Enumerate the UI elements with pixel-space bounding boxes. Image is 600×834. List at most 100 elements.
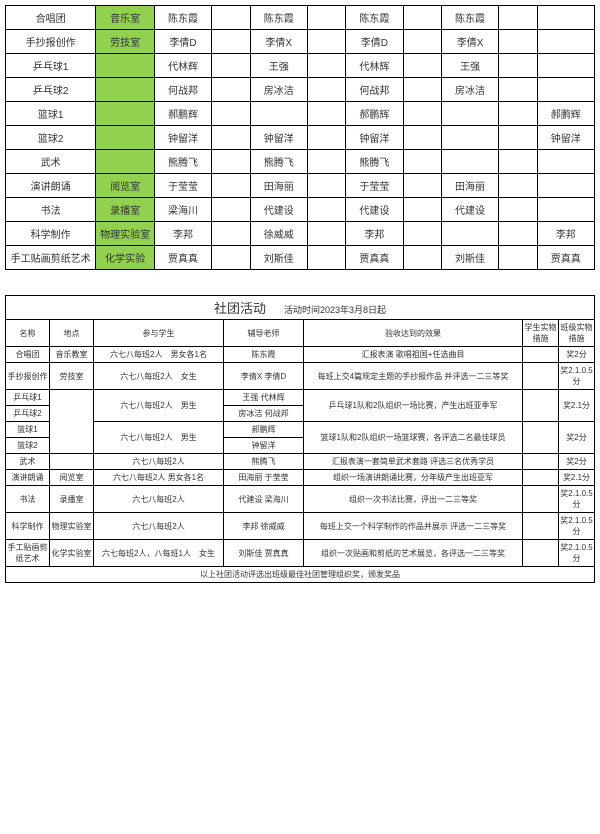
teacher-cell: 于莹莹	[346, 174, 403, 198]
activity-effect: 组织一次书法比赛，评出一二三等奖	[304, 486, 523, 513]
teacher-cell: 熊腾飞	[346, 150, 403, 174]
schedule-table: 合唱团音乐室陈东霞陈东霞陈东霞陈东霞手抄报创作劳技室李倩D李倩X李倩D李倩X乒乓…	[5, 5, 595, 270]
activity-name: 书法	[6, 198, 96, 222]
table-row: 手抄报创作劳技室六七八每班2人 女生李倩X 李倩D每班上交4篇规定主题的手抄报作…	[6, 363, 595, 390]
activity-effect: 乒乓球1队和2队组织一场比赛，产生出班亚季军	[304, 390, 523, 422]
activity-name: 篮球2	[6, 126, 96, 150]
cell	[307, 150, 345, 174]
activity-teachers: 李邦 徐威威	[224, 513, 304, 540]
teacher-cell	[441, 150, 498, 174]
cell	[307, 54, 345, 78]
teacher-cell: 梁海川	[154, 198, 211, 222]
cell	[212, 222, 250, 246]
activity-title: 社团活动	[214, 301, 266, 316]
cell	[403, 30, 441, 54]
header-students: 参与学生	[94, 320, 224, 347]
activity-name: 武术	[6, 150, 96, 174]
teacher-cell: 陈东霞	[441, 6, 498, 30]
cell	[499, 198, 537, 222]
activity-sm	[523, 470, 559, 486]
activity-name: 篮球1	[6, 102, 96, 126]
teacher-cell: 郝鹏辉	[154, 102, 211, 126]
header-class-measure: 班级实物措施	[559, 320, 595, 347]
teacher-cell: 代林辉	[346, 54, 403, 78]
activity-name: 乒乓球1	[6, 390, 50, 406]
teacher-cell: 代建设	[346, 198, 403, 222]
cell	[307, 78, 345, 102]
activity-students: 六七八每班2人 女生	[94, 363, 224, 390]
activity-sm	[523, 513, 559, 540]
activity-teachers: 陈东霞	[224, 347, 304, 363]
activity-effect: 组织一次贴画和剪纸的艺术展览，各评选一二三等奖	[304, 540, 523, 567]
cell	[212, 150, 250, 174]
activity-subtitle: 活动时间2023年3月8日起	[284, 305, 386, 315]
teacher-cell: 李邦	[154, 222, 211, 246]
activity-teachers: 郝鹏辉	[224, 422, 304, 438]
teacher-cell	[537, 78, 594, 102]
activity-students: 六七八每班2人 男生	[94, 422, 224, 454]
activity-cm: 奖2.1.0.5分	[559, 540, 595, 567]
table-row: 手工贴画剪纸艺术化学实验室六七每班2人，八每班1人 女生刘斯佳 贾真真组织一次贴…	[6, 540, 595, 567]
header-name: 名称	[6, 320, 50, 347]
activity-name: 乒乓球2	[6, 78, 96, 102]
teacher-cell: 何战邦	[346, 78, 403, 102]
activity-place: 阅览室	[50, 470, 94, 486]
header-row: 名称 地点 参与学生 辅导老师 验收达到的效果 学生实物措施 班级实物措施	[6, 320, 595, 347]
teacher-cell: 徐威威	[250, 222, 307, 246]
teacher-cell	[537, 150, 594, 174]
teacher-cell: 田海丽	[250, 174, 307, 198]
cell	[403, 246, 441, 270]
teacher-cell: 贾真真	[537, 246, 594, 270]
cell	[499, 6, 537, 30]
activity-students: 六七每班2人，八每班1人 女生	[94, 540, 224, 567]
activity-students: 六七八每班2人 男生	[94, 390, 224, 422]
table-row: 科学制作物理实验室六七八每班2人李邦 徐威威每班上交一个科学制作的作品并展示 评…	[6, 513, 595, 540]
activity-students: 六七八每班2人	[94, 513, 224, 540]
teacher-cell: 李邦	[346, 222, 403, 246]
activity-students: 六七八每班2人	[94, 486, 224, 513]
header-effect: 验收达到的效果	[304, 320, 523, 347]
room-cell: 录播室	[96, 198, 154, 222]
cell	[307, 102, 345, 126]
activity-sm	[523, 347, 559, 363]
activity-name: 演讲朗诵	[6, 174, 96, 198]
activity-effect: 每班上交4篇规定主题的手抄报作品 并评选一二三等奖	[304, 363, 523, 390]
activity-teachers: 王强 代林辉	[224, 390, 304, 406]
cell	[212, 198, 250, 222]
activity-teachers: 刘斯佳 贾真真	[224, 540, 304, 567]
activity-title-cell: 社团活动 活动时间2023年3月8日起	[6, 296, 595, 320]
teacher-cell: 陈东霞	[154, 6, 211, 30]
activity-sm	[523, 363, 559, 390]
activity-students: 六七八每班2人 男女各1名	[94, 347, 224, 363]
teacher-cell: 王强	[250, 54, 307, 78]
teacher-cell	[441, 126, 498, 150]
cell	[307, 174, 345, 198]
footer-note: 以上社团活动评选出班级最佳社团管理组织奖，颁发奖品	[6, 567, 595, 583]
teacher-cell: 李倩D	[154, 30, 211, 54]
activity-effect: 汇报表演一套简单武术套路 评选三名优秀学员	[304, 454, 523, 470]
teacher-cell	[537, 174, 594, 198]
cell	[307, 30, 345, 54]
activity-name: 武术	[6, 454, 50, 470]
cell	[212, 78, 250, 102]
table-row: 武术六七八每班2人熊腾飞汇报表演一套简单武术套路 评选三名优秀学员奖2分	[6, 454, 595, 470]
header-teachers: 辅导老师	[224, 320, 304, 347]
teacher-cell: 李倩D	[346, 30, 403, 54]
teacher-cell	[250, 102, 307, 126]
teacher-cell: 王强	[441, 54, 498, 78]
teacher-cell	[537, 54, 594, 78]
activity-cm: 奖2.1.0.5分	[559, 486, 595, 513]
activity-name: 篮球1	[6, 422, 50, 438]
table-row: 手抄报创作劳技室李倩D李倩X李倩D李倩X	[6, 30, 595, 54]
activity-place: 化学实验室	[50, 540, 94, 567]
teacher-cell	[441, 222, 498, 246]
activity-effect: 汇报表演 歌唱祖国+任选曲目	[304, 347, 523, 363]
activity-teachers: 田海丽 于莹莹	[224, 470, 304, 486]
activity-table: 社团活动 活动时间2023年3月8日起 名称 地点 参与学生 辅导老师 验收达到…	[5, 295, 595, 583]
table-row: 武术熊腾飞熊腾飞熊腾飞	[6, 150, 595, 174]
table-row: 手工贴画剪纸艺术化学实验贾真真刘斯佳贾真真刘斯佳贾真真	[6, 246, 595, 270]
teacher-cell: 代建设	[441, 198, 498, 222]
activity-sm	[523, 486, 559, 513]
room-cell	[96, 126, 154, 150]
cell	[403, 222, 441, 246]
